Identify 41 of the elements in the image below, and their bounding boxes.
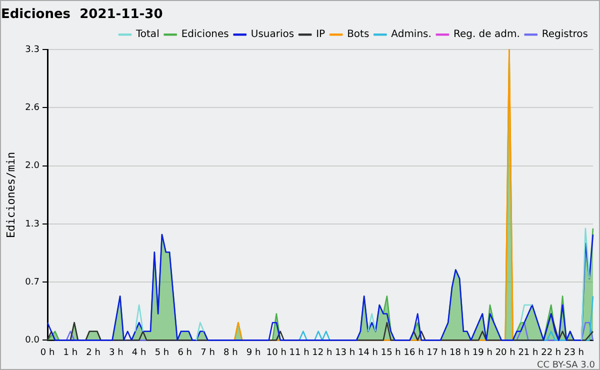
legend-label: Total [134,29,160,40]
legend-label: Bots [347,29,370,40]
x-tick-label: 11 h [289,348,310,358]
x-tick-label: 18 h [450,348,470,358]
x-tick-label: 19 h [472,348,492,358]
x-tick-label: 10 h [266,348,286,358]
x-tick-label: 8 h [223,348,238,358]
x-tick-label: 4 h [132,348,146,358]
y-tick-label: 2.6 [25,103,40,114]
y-tick-label: 2.0 [25,161,40,172]
legend-label: Usuarios [250,29,294,40]
y-axis-title: Ediciones/min [4,152,18,238]
y-tick-label: 3.3 [25,44,40,55]
x-tick-label: 14 h [358,348,378,358]
x-tick-label: 17 h [426,348,447,358]
x-tick-label: 1 h [63,348,78,358]
x-tick-label: 15 h [380,348,401,358]
legend-label: IP [316,29,326,40]
x-tick-label: 13 h [335,348,356,358]
legend-label: Registros [542,29,588,40]
y-tick-label: 0.7 [25,277,40,288]
legend-label: Ediciones [181,29,229,40]
legend-label: Reg. de adm. [453,29,520,40]
text: CC BY-SA 3.0 [537,360,596,370]
x-tick-label: 0 h [40,348,55,358]
y-tick-label: 0.0 [25,336,40,346]
legend-label: Admins. [391,29,432,40]
y-tick-label: 1.3 [25,219,40,230]
x-tick-label: 21 h [518,348,538,358]
x-tick-label: 12 h [312,348,332,358]
x-tick-label: 7 h [200,348,215,358]
chart-title: Ediciones 2021-11-30 [1,7,163,22]
x-tick-label: 2 h [86,348,100,358]
x-tick-label: 22 h [541,348,562,358]
x-tick-label: 5 h [154,348,170,358]
x-tick-label: 6 h [178,348,192,358]
x-tick-label: 20 h [495,348,516,358]
x-tick-label: 23 h [564,348,584,358]
x-tick-label: 16 h [404,348,424,358]
x-tick-label: 9 h [246,348,261,358]
x-tick-label: 3 h [109,348,124,358]
